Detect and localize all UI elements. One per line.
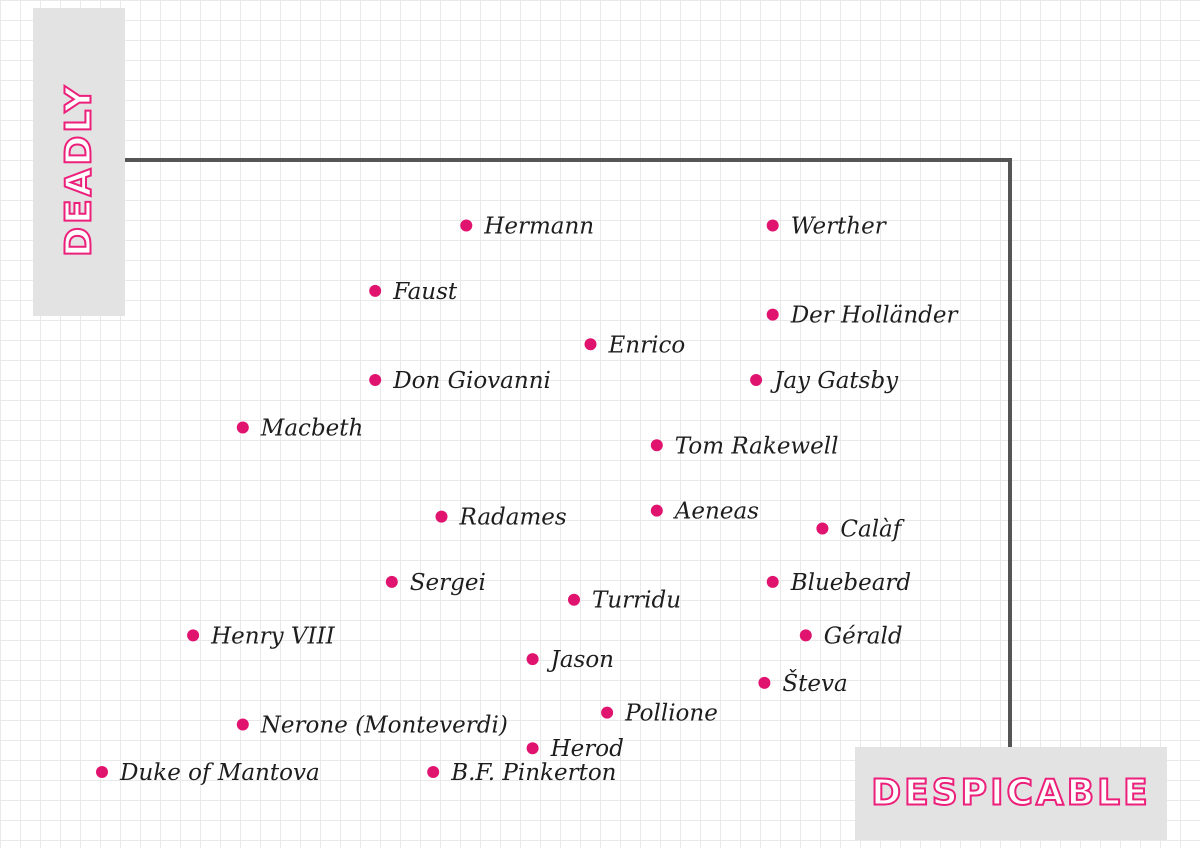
point-group: Jason: [526, 647, 614, 673]
point-marker: [187, 629, 200, 642]
point-label: Don Giovanni: [392, 368, 551, 394]
point-marker: [766, 219, 779, 232]
point-label: Der Holländer: [790, 303, 960, 329]
point-marker: [526, 742, 539, 755]
point-marker: [799, 629, 812, 642]
point-marker: [650, 504, 663, 517]
point-label: B.F. Pinkerton: [450, 760, 616, 786]
point-label: Pollione: [624, 701, 718, 727]
point-marker: [601, 706, 614, 719]
point-label: Enrico: [608, 332, 686, 358]
point-label: Herod: [550, 736, 624, 762]
point-group: Turridu: [568, 588, 681, 614]
point-marker: [750, 374, 763, 386]
points-layer: Hermann Werther Faust Der Holländer Enrico Do…: [96, 214, 960, 786]
point-marker: [758, 676, 771, 689]
point-group: Nerone (Monteverdi): [236, 713, 508, 739]
point-label: Radames: [459, 505, 567, 531]
point-marker: [236, 718, 249, 731]
point-label: Aeneas: [673, 499, 759, 525]
point-marker: [369, 374, 382, 386]
point-marker: [460, 219, 473, 232]
point-group: Bluebeard: [766, 570, 911, 596]
point-label: Jay Gatsby: [770, 368, 899, 394]
point-group: Faust: [369, 279, 458, 305]
point-marker: [650, 439, 663, 452]
point-label: Nerone (Monteverdi): [260, 713, 508, 739]
point-label: Duke of Mantova: [119, 760, 320, 786]
point-label: Jason: [547, 647, 614, 673]
point-marker: [816, 522, 829, 535]
point-marker: [427, 766, 440, 778]
axis-frame: [125, 158, 1012, 747]
point-group: Calàf: [816, 517, 905, 543]
point-group: Aeneas: [650, 499, 759, 525]
point-group: Pollione: [601, 701, 718, 727]
point-group: Števa: [758, 670, 848, 697]
point-group: Macbeth: [236, 416, 364, 442]
point-marker: [766, 575, 779, 588]
point-marker: [369, 284, 382, 297]
point-label: Bluebeard: [790, 570, 911, 596]
point-group: Enrico: [584, 332, 686, 358]
point-group: Der Holländer: [766, 303, 960, 329]
point-label: Henry VIII: [210, 623, 336, 649]
y-axis-label: DEADLY: [58, 82, 101, 258]
point-group: Radames: [435, 505, 567, 531]
point-label: Turridu: [592, 588, 681, 614]
point-group: Jay Gatsby: [750, 368, 899, 394]
point-label: Sergei: [410, 570, 486, 596]
point-group: Herod: [526, 736, 624, 762]
point-label: Gérald: [824, 623, 903, 649]
x-axis-label-box: DESPICABLE: [855, 747, 1167, 840]
point-group: Duke of Mantova: [96, 760, 320, 786]
point-label: Tom Rakewell: [675, 433, 839, 459]
point-marker: [766, 308, 779, 321]
point-marker: [435, 510, 448, 523]
point-group: Sergei: [385, 570, 486, 596]
x-axis-label: DESPICABLE: [870, 772, 1151, 815]
point-label: Hermann: [483, 214, 594, 240]
point-marker: [526, 653, 539, 666]
point-group: Hermann: [460, 214, 594, 240]
point-marker: [236, 421, 249, 434]
point-label: Calàf: [840, 517, 904, 543]
point-label: Števa: [782, 670, 847, 697]
point-label: Faust: [392, 279, 458, 305]
point-label: Macbeth: [260, 416, 364, 442]
point-group: Henry VIII: [187, 623, 336, 649]
point-marker: [568, 593, 580, 606]
point-group: Don Giovanni: [369, 368, 551, 394]
point-group: Gérald: [799, 623, 903, 649]
point-label: Werther: [791, 214, 888, 240]
y-axis-label-box: DEADLY: [33, 8, 125, 316]
point-marker: [584, 338, 597, 351]
point-marker: [385, 575, 398, 588]
point-group: Werther: [766, 214, 888, 240]
point-group: Tom Rakewell: [650, 433, 839, 459]
point-group: B.F. Pinkerton: [427, 760, 617, 786]
point-marker: [96, 766, 108, 778]
